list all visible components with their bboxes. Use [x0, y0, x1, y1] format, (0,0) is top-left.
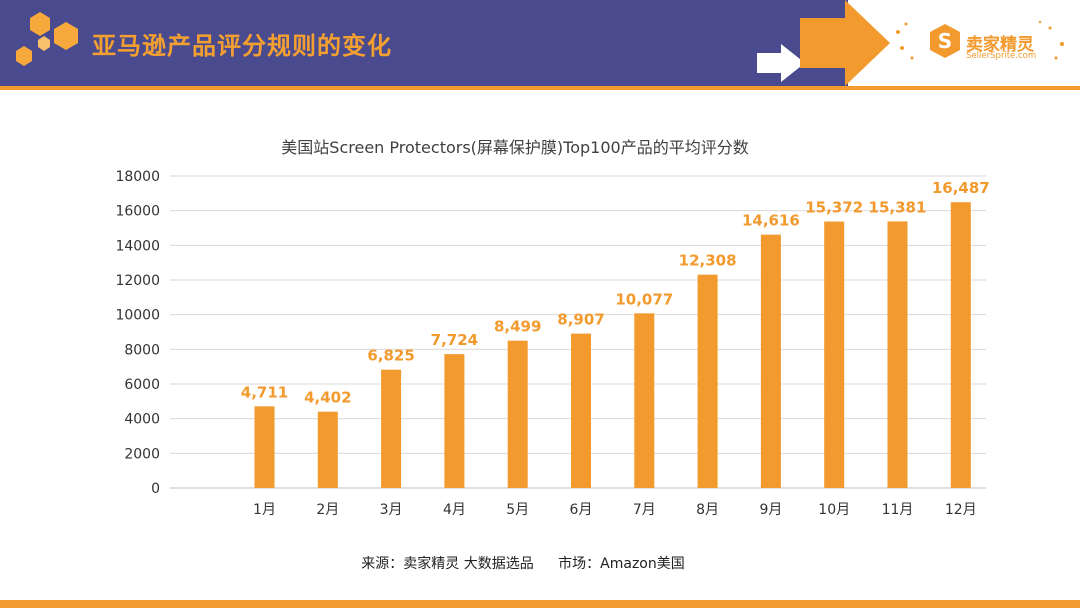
footer-bar — [0, 600, 1080, 608]
source-text: 来源：卖家精灵 大数据选品 — [361, 556, 534, 572]
chart-title: 美国站Screen Protectors(屏幕保护膜)Top100产品的平均评分… — [281, 138, 749, 157]
page-title: 亚马逊产品评分规则的变化 — [92, 32, 392, 60]
chevron-arrow-icon — [800, 0, 890, 86]
arrow-right-icon — [757, 44, 805, 82]
bar — [950, 202, 971, 488]
bar — [254, 406, 275, 488]
x-tick-label: 10月 — [818, 502, 850, 518]
data-label: 8,499 — [494, 318, 541, 336]
logo-url: SellerSprite.com — [966, 51, 1037, 61]
x-tick-label: 3月 — [380, 502, 403, 518]
source-line: 来源：卖家精灵 大数据选品 市场：Amazon美国 — [0, 553, 1046, 573]
x-tick-label: 6月 — [570, 502, 593, 518]
x-tick-label: 8月 — [696, 502, 719, 518]
bar — [507, 340, 528, 488]
x-tick-label: 5月 — [506, 502, 529, 518]
data-label: 7,724 — [431, 331, 478, 349]
bar — [381, 369, 402, 488]
header-banner — [0, 0, 848, 86]
data-label: 6,825 — [367, 347, 414, 365]
x-tick-label: 12月 — [945, 502, 977, 518]
x-tick-label: 11月 — [882, 502, 914, 518]
y-tick-label: 0 — [151, 481, 160, 497]
y-tick-label: 8000 — [124, 342, 160, 358]
market-text: 市场：Amazon美国 — [558, 556, 685, 572]
header-underline — [0, 86, 1080, 90]
data-label: 15,372 — [805, 199, 863, 217]
logo-name: 卖家精灵 — [966, 35, 1034, 55]
y-tick-label: 10000 — [115, 308, 160, 324]
bar — [887, 221, 908, 488]
bar — [760, 234, 781, 488]
data-label: 12,308 — [679, 252, 737, 270]
bar — [697, 274, 718, 488]
bar — [571, 333, 591, 488]
y-tick-label: 18000 — [115, 169, 160, 185]
bar — [317, 411, 338, 488]
data-label: 14,616 — [742, 212, 800, 230]
y-tick-label: 4000 — [124, 412, 160, 428]
x-tick-label: 7月 — [633, 502, 656, 518]
x-tick-label: 2月 — [316, 502, 339, 518]
y-tick-label: 12000 — [115, 273, 160, 289]
bar — [444, 354, 465, 488]
y-tick-label: 14000 — [115, 238, 160, 254]
bar — [634, 313, 655, 488]
data-label: 4,711 — [241, 383, 288, 401]
data-label: 10,077 — [615, 290, 673, 308]
svg-text:S: S — [938, 29, 952, 53]
data-label: 16,487 — [932, 179, 990, 197]
y-tick-label: 2000 — [124, 446, 160, 462]
y-tick-label: 6000 — [124, 377, 160, 393]
x-tick-label: 4月 — [443, 502, 466, 518]
data-label: 8,907 — [557, 311, 604, 329]
x-tick-label: 1月 — [253, 502, 276, 518]
y-tick-label: 16000 — [115, 204, 160, 220]
data-label: 15,381 — [869, 198, 927, 216]
data-label: 4,402 — [304, 389, 351, 407]
hexagon-decoration-icon — [16, 12, 78, 66]
bar — [824, 221, 845, 488]
sellersprite-logo-icon: S — [896, 20, 1064, 60]
x-tick-label: 9月 — [759, 502, 782, 518]
